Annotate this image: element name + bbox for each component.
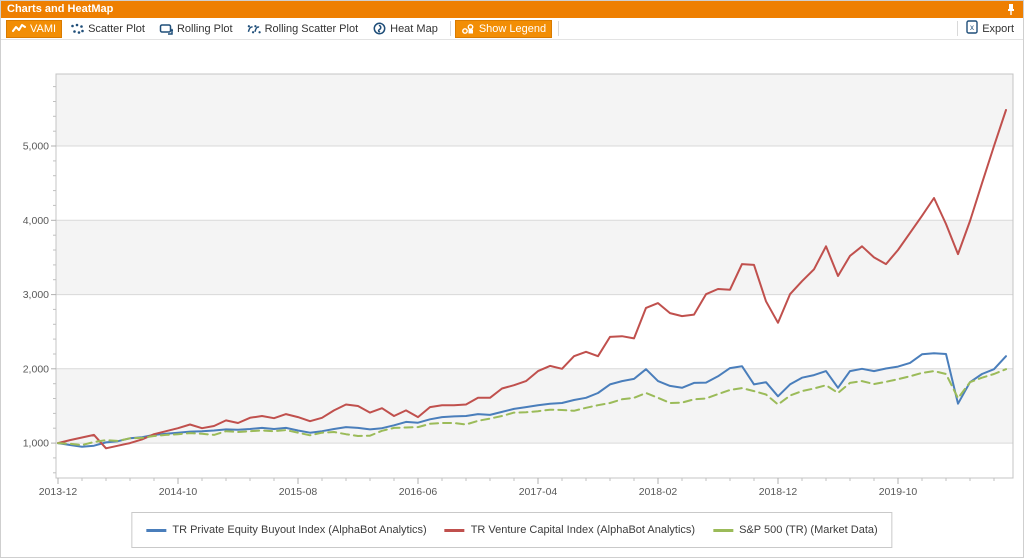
svg-text:2013-12: 2013-12 <box>39 486 78 498</box>
legend-item-private-equity[interactable]: TR Private Equity Buyout Index (AlphaBot… <box>146 524 427 536</box>
svg-text:1,000: 1,000 <box>23 438 49 450</box>
legend-item-sp500[interactable]: S&P 500 (TR) (Market Data) <box>713 524 878 536</box>
svg-text:2018-02: 2018-02 <box>639 486 678 498</box>
svg-text:3,000: 3,000 <box>23 289 49 301</box>
title-bar: Charts and HeatMap <box>1 1 1023 18</box>
scatter-plot-button[interactable]: Scatter Plot <box>64 20 151 38</box>
line-chart-icon <box>12 22 26 35</box>
heat-map-button[interactable]: Heat Map <box>366 20 444 38</box>
svg-text:2019-10: 2019-10 <box>879 486 918 498</box>
show-legend-button[interactable]: Show Legend <box>454 19 553 38</box>
chart-area: 1,000 2,000 3,000 4,000 5,000 2013-12 2014-10 2… <box>1 40 1023 557</box>
svg-text:2014-10: 2014-10 <box>159 486 198 498</box>
chart-toolbar: VAMI Scatter Plot Rolling Plot <box>1 18 1023 40</box>
rolling-scatter-icon <box>247 22 261 35</box>
rolling-plot-button[interactable]: Rolling Plot <box>153 20 239 38</box>
legend-item-venture-capital[interactable]: TR Venture Capital Index (AlphaBot Analy… <box>444 524 696 536</box>
legend-swatch <box>444 528 465 532</box>
export-button[interactable]: x Export <box>962 20 1018 38</box>
pin-icon[interactable] <box>1005 3 1017 16</box>
legend-icon <box>461 22 475 35</box>
svg-text:2017-04: 2017-04 <box>519 486 558 498</box>
toolbar-separator <box>558 21 560 36</box>
svg-text:2,000: 2,000 <box>23 363 49 375</box>
rolling-scatter-plot-button[interactable]: Rolling Scatter Plot <box>241 20 365 38</box>
svg-text:2015-08: 2015-08 <box>279 486 318 498</box>
legend-label: TR Venture Capital Index (AlphaBot Analy… <box>470 524 696 536</box>
rolling-plot-icon <box>159 22 173 35</box>
window-title: Charts and HeatMap <box>7 3 114 15</box>
svg-text:5,000: 5,000 <box>23 141 49 153</box>
legend-label: S&P 500 (TR) (Market Data) <box>739 524 878 536</box>
vami-button[interactable]: VAMI <box>6 19 63 38</box>
vami-line-chart[interactable]: 1,000 2,000 3,000 4,000 5,000 2013-12 2014-10 2… <box>1 40 1023 557</box>
legend-swatch <box>146 528 167 532</box>
toolbar-separator <box>449 21 451 36</box>
svg-text:2016-06: 2016-06 <box>399 486 438 498</box>
legend-label: TR Private Equity Buyout Index (AlphaBot… <box>172 524 427 536</box>
toolbar-separator <box>957 21 959 36</box>
chart-legend: TR Private Equity Buyout Index (AlphaBot… <box>131 512 893 548</box>
svg-text:2018-12: 2018-12 <box>759 486 798 498</box>
svg-text:4,000: 4,000 <box>23 215 49 227</box>
heatmap-icon <box>372 22 386 35</box>
scatter-icon <box>70 22 84 35</box>
legend-swatch <box>713 528 734 532</box>
svg-text:x: x <box>970 23 974 32</box>
excel-file-icon: x <box>966 20 978 37</box>
